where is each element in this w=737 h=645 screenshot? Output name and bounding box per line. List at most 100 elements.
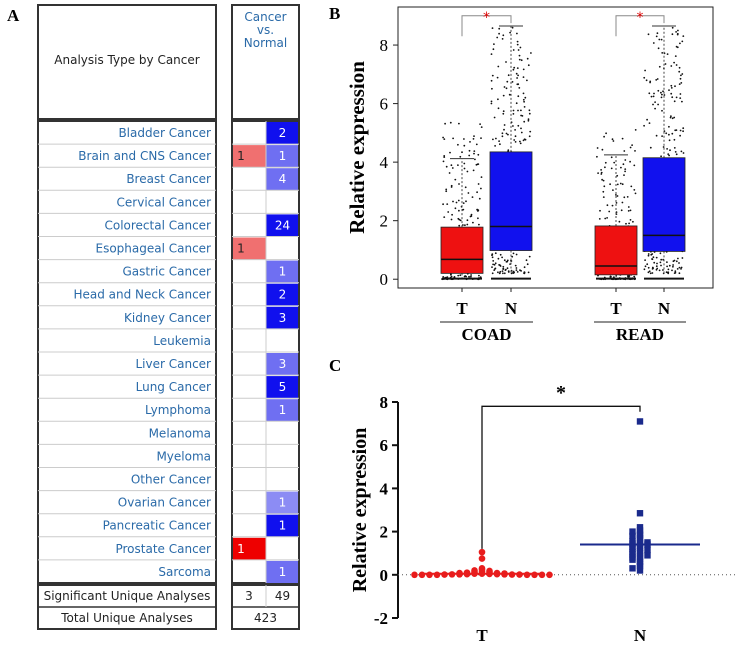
data-point <box>601 178 603 181</box>
data-point <box>670 84 673 87</box>
data-point <box>660 38 663 41</box>
data-point <box>658 65 661 68</box>
data-point <box>615 194 617 196</box>
data-point <box>508 93 511 96</box>
data-point <box>502 268 505 270</box>
data-point <box>473 135 475 138</box>
data-point <box>492 260 495 262</box>
data-point <box>514 135 517 138</box>
data-point <box>515 269 518 271</box>
data-point <box>634 192 637 195</box>
data-point <box>497 271 499 274</box>
data-point-n <box>636 527 644 534</box>
data-point <box>480 137 482 140</box>
data-point <box>512 68 515 71</box>
data-point <box>448 172 451 174</box>
data-point <box>675 45 678 48</box>
cancer-type-label: Liver Cancer <box>135 357 211 371</box>
under-cell <box>266 145 298 168</box>
data-point <box>451 167 454 169</box>
data-point <box>490 79 493 82</box>
data-point <box>492 263 494 266</box>
under-count: 1 <box>279 496 287 510</box>
data-point-n <box>636 418 644 425</box>
data-point <box>478 197 481 200</box>
panel-c-letter: C <box>329 356 342 375</box>
data-point <box>496 76 499 79</box>
significance-star: * <box>483 10 490 26</box>
data-point <box>658 38 661 41</box>
data-point <box>672 264 674 266</box>
data-point <box>596 155 598 158</box>
data-point <box>678 266 681 269</box>
data-point <box>643 124 645 127</box>
data-point <box>523 100 525 103</box>
data-point <box>616 195 619 197</box>
data-point <box>470 213 473 216</box>
header-cancer-vs-normal: Cancer <box>244 10 286 24</box>
data-point <box>648 92 651 95</box>
data-point <box>673 138 676 141</box>
under-cell <box>266 283 298 306</box>
data-point <box>490 53 493 55</box>
data-point <box>451 213 453 216</box>
data-point <box>651 272 654 274</box>
data-point <box>458 224 461 227</box>
cancer-type-label: Sarcoma <box>158 565 211 579</box>
data-point <box>468 149 471 152</box>
data-point <box>480 187 482 190</box>
data-point <box>666 265 668 268</box>
data-point <box>511 81 514 83</box>
data-point <box>518 87 521 89</box>
data-point <box>675 31 677 33</box>
data-point <box>497 98 499 101</box>
data-point <box>660 91 662 94</box>
cancer-type-label: Ovarian Cancer <box>118 496 211 510</box>
data-point <box>523 106 526 108</box>
data-point <box>655 134 658 137</box>
y-tick-label: -2 <box>374 609 388 628</box>
data-point <box>649 81 651 84</box>
data-point <box>680 266 683 269</box>
data-point <box>519 46 522 49</box>
data-point <box>618 220 621 223</box>
cancer-type-label: Lung Cancer <box>136 380 211 394</box>
data-point-n <box>629 532 636 540</box>
data-point <box>466 170 469 173</box>
data-point <box>599 209 601 212</box>
x-tick-label: N <box>658 299 671 318</box>
data-point <box>491 74 494 77</box>
data-point <box>463 162 466 165</box>
data-point <box>494 268 496 270</box>
data-point <box>476 191 478 194</box>
data-point <box>475 163 478 166</box>
data-point <box>527 119 530 122</box>
data-point <box>667 153 670 156</box>
data-point <box>602 190 605 193</box>
data-point <box>682 127 685 130</box>
data-point <box>669 116 672 119</box>
data-point <box>650 95 653 98</box>
data-point-n <box>636 510 644 517</box>
data-point <box>503 128 505 131</box>
data-point <box>506 260 509 263</box>
data-point <box>663 94 666 96</box>
data-point-t <box>411 571 418 579</box>
data-point <box>518 54 521 57</box>
under-count: 2 <box>279 126 287 140</box>
data-point <box>667 268 670 271</box>
data-point-n <box>644 546 651 554</box>
under-cell <box>266 560 298 583</box>
data-point <box>665 132 668 135</box>
data-point <box>520 270 522 272</box>
data-point <box>629 146 632 149</box>
data-point <box>498 27 501 30</box>
data-point <box>529 130 532 133</box>
data-point <box>499 253 502 256</box>
data-point <box>652 256 655 259</box>
data-point <box>632 220 634 223</box>
data-point <box>458 209 460 212</box>
data-point <box>514 129 516 131</box>
data-point <box>472 169 475 172</box>
data-point <box>666 261 668 263</box>
